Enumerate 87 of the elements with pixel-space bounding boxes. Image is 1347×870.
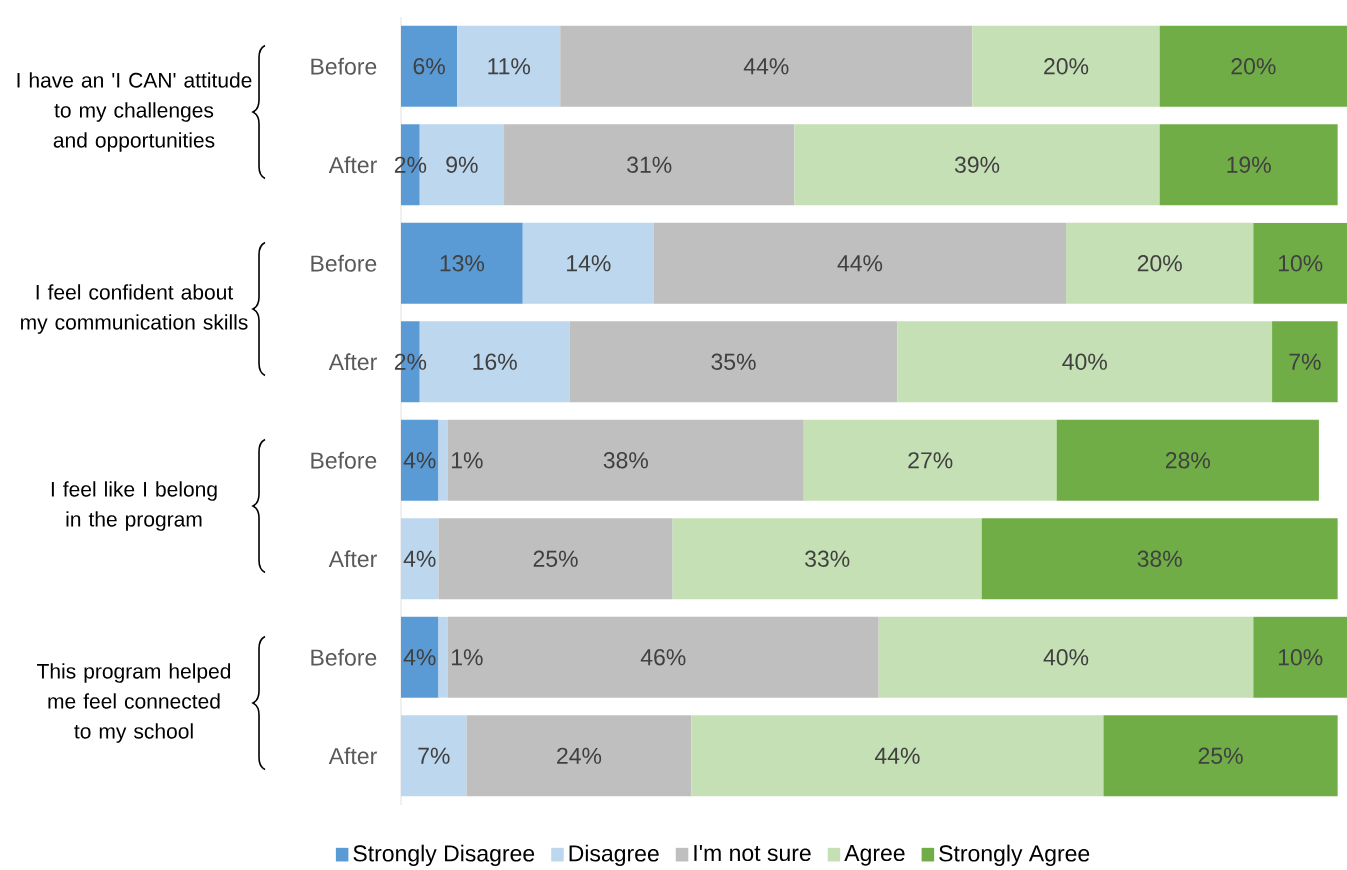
bar xyxy=(1066,222,1254,304)
bar xyxy=(401,715,467,797)
data-label: 35% xyxy=(711,353,756,370)
data-label: 6% xyxy=(413,58,445,75)
data-label: 40% xyxy=(1043,649,1089,666)
bar xyxy=(1056,419,1319,501)
bar xyxy=(401,25,458,107)
data-label: 40% xyxy=(1062,353,1107,370)
text: I have an 'I CAN' attitude to my challenges and opportunities xyxy=(17,72,252,152)
data-label: 20% xyxy=(1044,58,1089,75)
data-label: 7% xyxy=(418,747,450,764)
legend-label: Strongly Agree xyxy=(939,844,1090,867)
data-label: 24% xyxy=(557,747,602,764)
data-label: 19% xyxy=(1227,156,1271,173)
data-label: 4% xyxy=(403,452,436,469)
data-label: 13% xyxy=(440,255,485,272)
bar xyxy=(447,419,804,501)
data-label: 1% xyxy=(452,649,483,666)
bar xyxy=(1159,25,1347,107)
bar xyxy=(1272,321,1338,403)
text: This program helped me feel connected to my school xyxy=(37,663,231,743)
bar xyxy=(401,222,523,304)
y-tick-label: After xyxy=(328,156,377,174)
bar xyxy=(803,419,1057,501)
data-label: 38% xyxy=(1137,550,1182,567)
data-label: 7% xyxy=(1289,353,1321,370)
legend-label: Strongly Disagree xyxy=(353,844,535,867)
data-label: 44% xyxy=(837,255,883,272)
bar xyxy=(897,321,1273,403)
data-label: 38% xyxy=(603,452,648,469)
data-label: 10% xyxy=(1278,255,1323,272)
bar xyxy=(1253,616,1347,698)
bar xyxy=(457,25,561,107)
bar xyxy=(1103,715,1338,797)
text: I feel confident about my communication skills xyxy=(21,284,248,334)
data-label: 46% xyxy=(640,649,686,666)
data-label: 9% xyxy=(446,156,478,173)
legend-label: Agree xyxy=(844,845,905,866)
bar xyxy=(981,518,1338,600)
bar xyxy=(401,518,439,600)
bar xyxy=(504,124,795,206)
bar xyxy=(466,715,692,797)
bar xyxy=(401,616,439,698)
data-label: 31% xyxy=(627,156,672,173)
legend-label: Disagree xyxy=(569,844,659,867)
bar xyxy=(401,419,439,501)
y-tick-label: Before xyxy=(311,451,377,469)
y-tick-label: After xyxy=(328,550,377,568)
y-tick-label: Before xyxy=(311,648,377,666)
bar xyxy=(972,25,1160,107)
data-label: 33% xyxy=(805,550,850,567)
bar xyxy=(522,222,654,304)
data-label: 14% xyxy=(567,255,611,272)
data-label: 25% xyxy=(533,550,578,567)
bar xyxy=(569,321,898,403)
y-tick-label: Before xyxy=(311,57,377,75)
data-label: 20% xyxy=(1231,58,1276,75)
data-label: 44% xyxy=(874,747,920,764)
bar xyxy=(794,124,1160,206)
bar xyxy=(878,616,1254,698)
bar xyxy=(438,518,673,600)
data-label: 39% xyxy=(954,156,1000,173)
data-label: 11% xyxy=(488,58,531,75)
legend-label: I'm not sure xyxy=(694,845,811,862)
bar xyxy=(447,616,879,698)
bar xyxy=(691,715,1104,797)
bar xyxy=(653,222,1067,304)
bar xyxy=(1159,124,1338,206)
data-label: 1% xyxy=(452,452,483,469)
bar xyxy=(672,518,982,600)
text: I feel like I belong in the program xyxy=(51,481,217,531)
y-tick-label: After xyxy=(328,353,377,371)
data-label: 10% xyxy=(1278,649,1323,666)
bar xyxy=(1253,222,1347,304)
bar xyxy=(438,616,448,698)
bar xyxy=(560,25,973,107)
y-tick-label: Before xyxy=(311,254,377,272)
bar xyxy=(438,419,448,501)
data-label: 44% xyxy=(743,58,789,75)
data-label: 28% xyxy=(1165,452,1210,469)
y-tick-label: After xyxy=(328,747,377,765)
data-label: 27% xyxy=(908,452,953,469)
data-label: 4% xyxy=(403,550,436,567)
data-label: 16% xyxy=(473,353,517,370)
data-label: 4% xyxy=(403,649,436,666)
data-label: 20% xyxy=(1137,255,1182,272)
data-label: 25% xyxy=(1198,747,1243,764)
